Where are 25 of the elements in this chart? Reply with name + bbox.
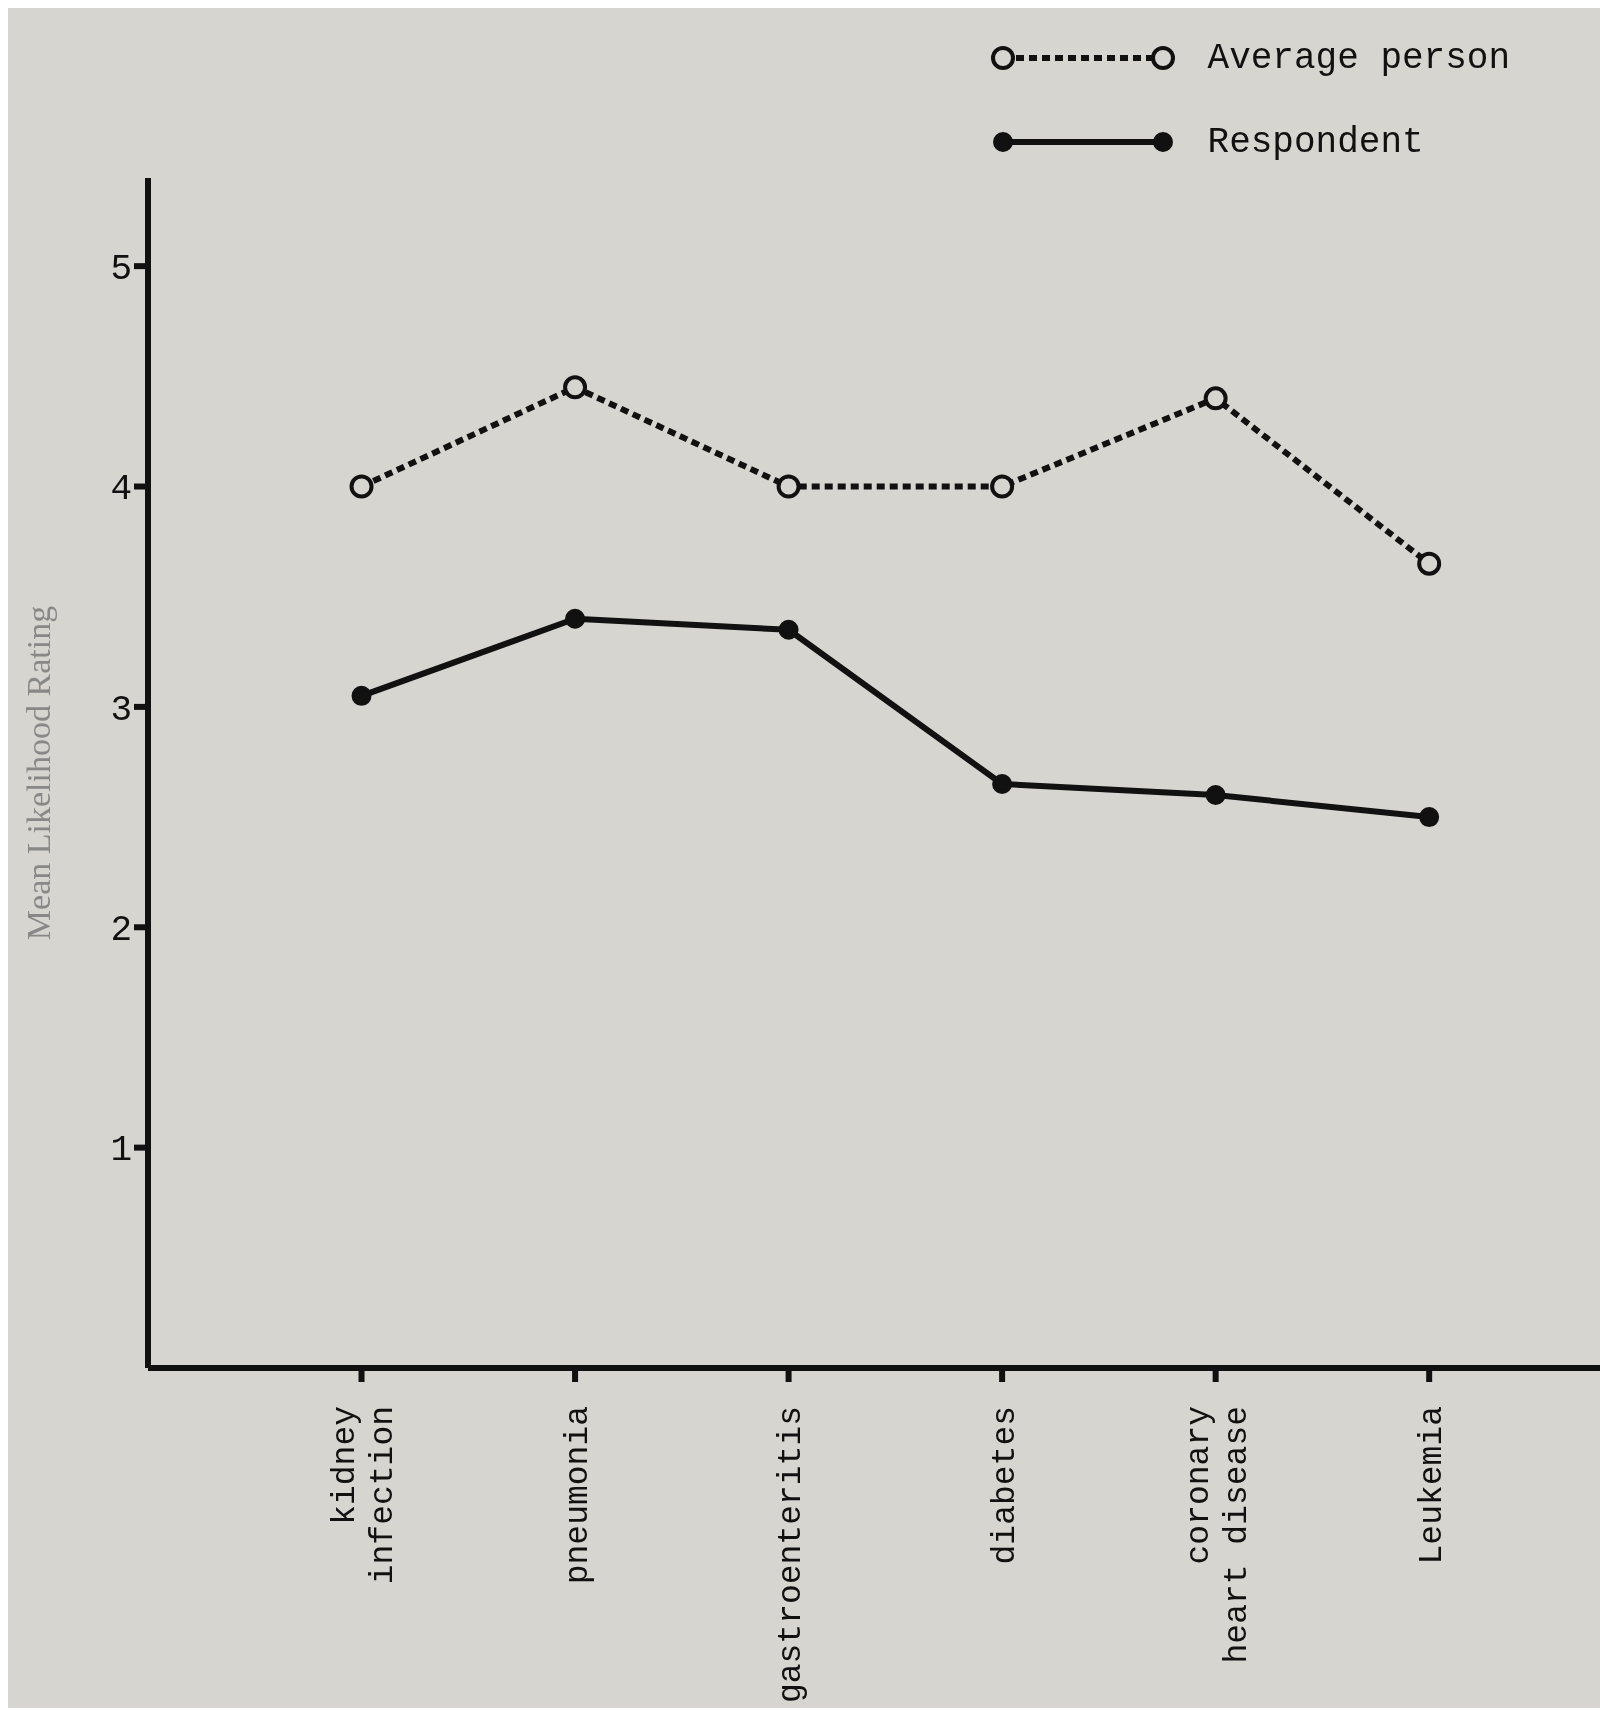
point xyxy=(776,474,801,499)
y-axis-title: Mean Likelihood Rating xyxy=(20,605,58,941)
y-tick-label: 1 xyxy=(110,1130,132,1172)
point xyxy=(992,774,1013,795)
point xyxy=(990,474,1015,499)
x-tick-label: Leukemia xyxy=(1413,1406,1451,1565)
x-tick-label: pneumonia xyxy=(559,1406,597,1585)
point xyxy=(1203,386,1228,411)
x-tick-label: diabetes xyxy=(986,1406,1024,1565)
y-tick-label: 5 xyxy=(110,248,132,290)
point xyxy=(778,619,799,640)
x-tick-label: kidney infection xyxy=(327,1406,403,1585)
point xyxy=(1417,551,1442,576)
point xyxy=(1419,807,1440,828)
point xyxy=(563,375,588,400)
legend-label: Average person xyxy=(1207,37,1510,79)
point xyxy=(349,474,374,499)
y-tick-label: 2 xyxy=(110,910,132,952)
x-tick-label: gastroenteritis xyxy=(773,1406,811,1704)
point xyxy=(565,608,586,629)
y-tick-label: 3 xyxy=(110,689,132,731)
legend-label: Respondent xyxy=(1207,121,1424,163)
y-tick-label: 4 xyxy=(110,469,132,511)
point xyxy=(351,685,372,706)
point xyxy=(1205,785,1226,806)
